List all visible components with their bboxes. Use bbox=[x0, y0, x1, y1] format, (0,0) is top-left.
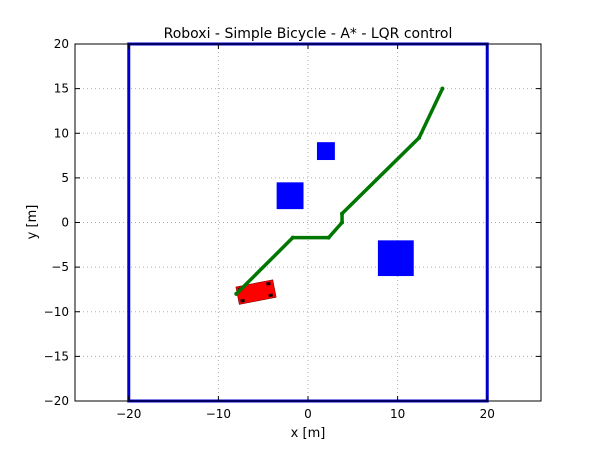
y-tick-label: −20 bbox=[44, 394, 69, 408]
x-tick-label: 20 bbox=[480, 407, 495, 421]
trajectory-point bbox=[340, 220, 345, 225]
y-tick-label: −15 bbox=[44, 349, 69, 363]
y-tick-label: −10 bbox=[44, 305, 69, 319]
trajectory-point bbox=[440, 86, 445, 91]
y-tick-label: 15 bbox=[54, 82, 69, 96]
chart-title: Roboxi - Simple Bicycle - A* - LQR contr… bbox=[164, 26, 453, 42]
x-tick-label: 0 bbox=[304, 407, 312, 421]
x-axis-label: x [m] bbox=[291, 426, 326, 441]
trajectory-point bbox=[326, 235, 331, 240]
vehicle-wheel bbox=[266, 281, 271, 286]
y-tick-label: 20 bbox=[54, 37, 69, 51]
y-tick-label: 0 bbox=[61, 216, 69, 230]
x-tick-label: 10 bbox=[390, 407, 405, 421]
axis-ticks: −20 −10 0 10 20 −20 −15 −10 −5 0 5 10 15 20 bbox=[44, 37, 541, 421]
trajectory-point bbox=[234, 291, 239, 296]
y-tick-label: 10 bbox=[54, 126, 69, 140]
y-axis-label: y [m] bbox=[25, 205, 40, 240]
y-tick-label: −5 bbox=[51, 260, 69, 274]
vehicle-wheel bbox=[240, 298, 245, 303]
vehicle-wheel bbox=[268, 293, 273, 298]
trajectory-point bbox=[290, 235, 295, 240]
x-tick-label: −20 bbox=[116, 407, 141, 421]
y-tick-label: 5 bbox=[61, 171, 69, 185]
x-tick-label: −10 bbox=[206, 407, 231, 421]
obstacle bbox=[276, 182, 304, 210]
trajectory-point bbox=[340, 211, 345, 216]
trajectory-point bbox=[417, 135, 422, 140]
obstacle bbox=[316, 142, 335, 161]
obstacle bbox=[377, 240, 414, 277]
